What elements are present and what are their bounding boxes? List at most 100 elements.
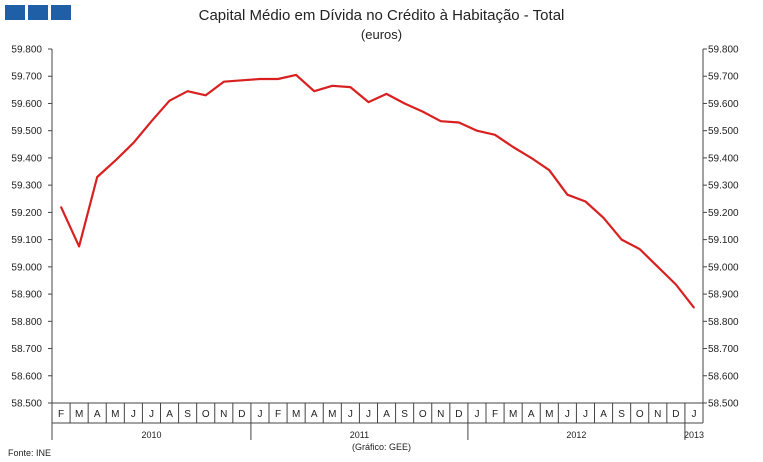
y-tick-label-right: 59.600 (708, 99, 739, 110)
data-point (458, 121, 460, 124)
data-point (548, 169, 551, 171)
year-label: 2012 (566, 430, 586, 440)
data-point (259, 78, 261, 80)
x-tick-label: F (492, 409, 498, 420)
data-point (186, 90, 189, 93)
x-tick-label: D (672, 409, 679, 420)
y-tick-label-left: 59.100 (11, 235, 42, 246)
year-label: 2011 (350, 430, 369, 440)
x-tick-label: J (565, 409, 570, 420)
x-tick-label: J (366, 409, 371, 420)
y-tick-label-left: 58.600 (11, 371, 42, 382)
y-tick-label-right: 59.100 (708, 235, 739, 246)
y-tick-label-left: 58.900 (11, 290, 42, 301)
x-tick-label: F (58, 409, 64, 420)
y-tick-label-left: 59.000 (11, 262, 42, 273)
data-point (96, 176, 99, 178)
x-tick-label: O (202, 409, 210, 420)
x-tick-label: J (691, 409, 696, 420)
y-tick-label-left: 59.200 (11, 208, 42, 219)
data-point (602, 217, 605, 219)
x-tick-label: N (437, 409, 444, 420)
x-tick-label: M (111, 409, 119, 420)
data-point (439, 120, 442, 122)
chart-credit: (Gráfico: GEE) (351, 442, 411, 452)
x-tick-label: J (131, 409, 136, 420)
data-point (78, 245, 80, 248)
x-tick-label: O (636, 409, 644, 420)
y-tick-label-left: 59.700 (11, 72, 42, 83)
data-point (295, 74, 297, 76)
y-tick-label-left: 59.800 (11, 45, 42, 56)
data-point (385, 93, 388, 95)
x-tick-label: S (401, 409, 408, 420)
x-tick-label: M (328, 409, 336, 420)
data-point (512, 146, 514, 148)
x-tick-label: J (257, 409, 262, 420)
x-tick-label: N (220, 409, 227, 420)
data-point (367, 101, 370, 103)
data-point (222, 80, 225, 83)
data-point (494, 133, 496, 136)
x-tick-label: S (618, 409, 625, 420)
y-tick-label-right: 59.200 (708, 208, 739, 219)
data-point (693, 306, 695, 309)
x-tick-label: J (149, 409, 154, 420)
data-point (349, 86, 352, 88)
data-point (476, 129, 478, 132)
x-tick-label: J (583, 409, 588, 420)
data-point (241, 79, 243, 82)
x-tick-label: S (184, 409, 191, 420)
y-tick-label-left: 58.800 (11, 317, 42, 328)
y-tick-label-right: 58.500 (708, 399, 739, 410)
y-tick-label-right: 59.000 (708, 262, 739, 273)
data-point (530, 157, 533, 159)
y-tick-label-right: 58.900 (708, 290, 739, 301)
data-point (277, 78, 279, 80)
data-point (584, 200, 587, 203)
y-tick-label-left: 59.600 (11, 99, 42, 110)
x-tick-label: D (455, 409, 462, 420)
x-tick-label: A (383, 409, 390, 420)
x-tick-label: M (292, 409, 300, 420)
data-point (114, 159, 117, 162)
data-point (620, 238, 623, 241)
x-tick-label: O (419, 409, 427, 420)
x-tick-label: M (509, 409, 517, 420)
data-point (638, 248, 641, 250)
data-point (60, 206, 62, 208)
logo-block (51, 5, 71, 20)
data-point (403, 102, 406, 105)
data-point (331, 84, 334, 87)
y-tick-label-left: 58.700 (11, 344, 42, 355)
y-tick-label-right: 59.700 (708, 72, 739, 83)
x-tick-label: M (75, 409, 83, 420)
x-tick-label: N (654, 409, 661, 420)
logo-block (28, 5, 48, 20)
brand-logo (5, 5, 71, 20)
data-point (132, 142, 135, 144)
y-tick-label-left: 59.400 (11, 153, 42, 164)
year-label: 2010 (141, 430, 161, 440)
data-point (566, 193, 569, 196)
y-tick-label-left: 59.500 (11, 126, 42, 137)
data-line (59, 73, 695, 309)
x-tick-label: D (238, 409, 245, 420)
x-tick-label: J (474, 409, 479, 420)
x-tick-label: M (545, 409, 553, 420)
y-tick-label-right: 58.700 (708, 344, 739, 355)
y-tick-label-right: 59.300 (708, 181, 739, 192)
x-tick-label: J (348, 409, 353, 420)
x-tick-label: F (275, 409, 281, 420)
data-point (313, 90, 316, 93)
data-point (656, 266, 659, 268)
logo-block (5, 5, 25, 20)
y-tick-label-left: 58.500 (11, 399, 42, 410)
data-point (150, 120, 153, 122)
source-note: Fonte: INE (8, 448, 52, 458)
y-tick-label-right: 58.800 (708, 317, 739, 328)
data-point (168, 99, 171, 102)
chart-title: Capital Médio em Dívida no Crédito à Hab… (198, 7, 565, 24)
x-tick-label: A (166, 409, 173, 420)
